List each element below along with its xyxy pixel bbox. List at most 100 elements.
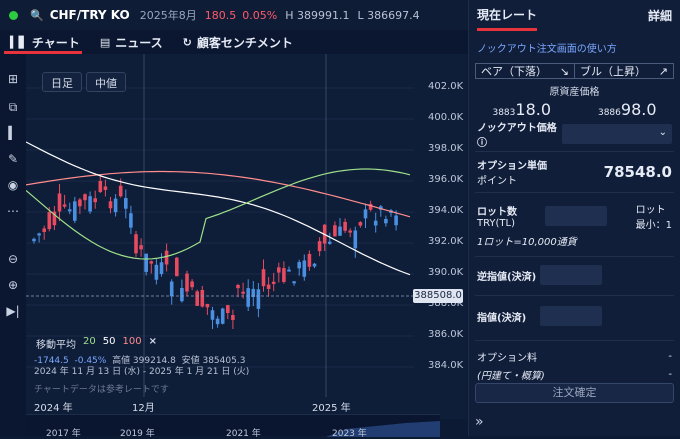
nav-year: 2019 年 [120,429,155,439]
candle-body [47,212,52,230]
change-value: 180.5 [204,8,237,22]
candle-body [363,209,368,219]
copy-icon[interactable]: ⧉ [8,100,18,114]
candle-body [384,218,388,224]
candle-body [103,186,108,190]
chart-canvas[interactable] [25,54,414,397]
news-icon: ▤ [99,35,111,49]
ma-50[interactable]: 50 [102,336,116,347]
order-panel: 現在レート 詳細 ノックアウト注文画面の使い方 ベア（下落） ↘ ブル（上昇） ↗ … [468,0,680,436]
play-end-icon[interactable]: ▶| [6,304,20,318]
bull-button[interactable]: ブル（上昇） ↗ [574,64,673,78]
zoom-out-icon[interactable]: ⊖ [7,252,19,266]
divider [475,192,674,193]
bear-bull-toggle[interactable]: ベア（下落） ↘ ブル（上昇） ↗ [475,63,674,79]
knockout-price-select[interactable]: ⌄ [562,124,672,144]
candle-body [338,226,342,236]
candle-body [144,253,148,272]
confirm-order-button[interactable]: 注文確定 [475,383,674,403]
limit-input[interactable] [540,306,602,326]
ask-small: 3886 [597,108,621,118]
y-tick: 388.0K [428,298,464,309]
moving-average-legend: 移動平均 20 50 100 × [36,336,157,351]
y-tick: 394.0K [428,205,464,216]
current-price-tag: 388508.0 [413,289,463,303]
candle-body [261,269,266,287]
mid-price-button[interactable]: 中値 [86,72,126,92]
knockout-label-text: ノックアウト価格 [477,123,557,134]
ma-100[interactable]: 100 [122,336,142,347]
info-icon[interactable]: ⓘ [477,138,487,149]
candle-body [215,318,220,325]
candle-body [251,288,256,297]
lot-min-b: 最小：1 [635,220,672,231]
candle-body [210,310,215,320]
contract-month: 2025年8月 [139,9,197,22]
price-chart[interactable] [25,54,414,436]
more-icon[interactable]: ⋯ [7,204,19,218]
candle-body [220,308,225,324]
candle-body [159,262,164,274]
tab-current-rate[interactable]: 現在レート [477,6,538,31]
candle-body [292,281,296,284]
candle-body [343,221,347,231]
limit-label: 指値(決済) [477,312,527,324]
crosshair-icon[interactable]: ⊞ [7,72,19,86]
ma-20[interactable]: 20 [83,336,96,347]
high-value: H 389991.1 [285,8,350,22]
unit-price-label: オプション単価 [477,161,547,172]
candle-body [98,180,103,193]
tab-sentiment[interactable]: ↻ 顧客センチメント [173,30,303,54]
stop-input[interactable] [540,265,602,285]
close-icon[interactable]: × [148,336,157,347]
tab-news[interactable]: ▤ ニュース [90,30,173,54]
guide-link[interactable]: ノックアウト注文画面の使い方 [477,44,617,55]
ma-50-line [25,141,411,276]
navigator-strip[interactable]: 2017 年 2019 年 2021 年 2023 年 [26,414,440,439]
candle-body [52,211,57,226]
daily-button[interactable]: 日足 [42,72,82,92]
order-panel-header: 現在レート 詳細 [469,0,680,31]
candle-body [37,233,41,236]
knockout-row: ノックアウト価格 ⓘ ⌄ [469,123,680,149]
candle-body [302,260,307,277]
stat-high: 高値 399214.8 [112,356,176,366]
fee-row: オプション料 - [469,349,680,364]
candle-body [57,193,62,212]
candle-body [93,198,97,203]
pen-icon[interactable]: ✎ [7,152,19,166]
ask-big: 98.0 [620,100,657,119]
zoom-in-icon[interactable]: ⊕ [7,278,19,292]
arrow-up-right-icon: ↗ [658,64,668,78]
lot-input[interactable] [545,206,608,226]
underlying-prices: 388318.0 388698.0 [469,100,680,119]
candle-body [226,305,230,314]
refresh-icon: ↻ [182,35,192,49]
tab-chart[interactable]: ▍▋ チャート [0,30,90,54]
expand-icon[interactable]: » [475,414,484,430]
candle-body [358,222,363,226]
knockout-label: ノックアウト価格 ⓘ [477,119,562,149]
candle-body [368,203,373,210]
bear-label: ベア（下落） [481,65,547,78]
symbol-name[interactable]: CHF/TRY KO [49,8,130,22]
lot-currency: TRY(TL) [477,218,516,229]
bear-button[interactable]: ベア（下落） ↘ [476,64,574,79]
candle-body [113,198,118,213]
eye-icon[interactable]: ◉ [7,178,19,192]
y-tick: 402.0K [428,81,464,92]
candle-body [246,288,250,307]
tab-detail[interactable]: 詳細 [647,8,672,23]
candle-body [134,234,138,254]
candle-body [328,241,332,244]
fee-value: - [668,351,672,362]
status-dot [9,10,18,20]
search-icon[interactable]: 🔍 [30,8,44,22]
bar-chart-icon[interactable]: ▍ [8,126,18,140]
candle-body [317,241,322,252]
divider [475,295,674,296]
candle-body [266,284,271,289]
reference-note: チャートデータは参考レートです [34,385,169,395]
stat-change: -1744.5 [34,356,69,366]
candle-body [154,264,159,280]
